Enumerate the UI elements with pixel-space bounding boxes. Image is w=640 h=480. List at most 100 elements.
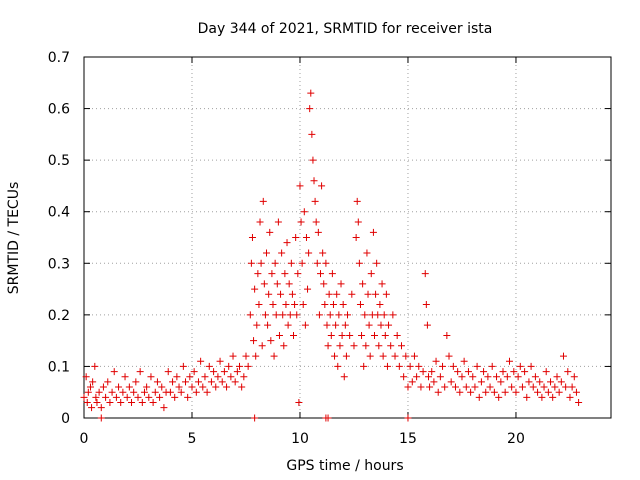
data-point — [140, 388, 148, 396]
data-point — [451, 383, 459, 391]
data-point — [544, 388, 552, 396]
data-point — [341, 321, 349, 329]
data-point — [356, 301, 364, 309]
data-point — [274, 218, 282, 226]
data-point — [280, 342, 288, 350]
data-point — [400, 373, 408, 381]
data-point — [134, 393, 142, 401]
data-point — [369, 228, 377, 236]
data-point — [296, 182, 304, 190]
data-point — [84, 388, 92, 396]
data-point — [387, 342, 395, 350]
data-point — [527, 362, 535, 370]
data-point — [136, 368, 144, 376]
data-point — [238, 383, 246, 391]
data-point — [184, 393, 192, 401]
data-point — [360, 362, 368, 370]
data-point — [542, 368, 550, 376]
data-point — [404, 383, 412, 391]
data-point — [521, 368, 529, 376]
data-point — [156, 393, 164, 401]
data-point — [251, 285, 259, 293]
data-point — [302, 234, 310, 241]
data-point — [570, 373, 578, 381]
data-point — [547, 378, 555, 386]
data-point — [449, 362, 457, 370]
data-point — [313, 259, 321, 267]
data-point — [223, 383, 231, 391]
data-point — [305, 249, 313, 257]
data-point — [350, 342, 358, 350]
data-point — [568, 383, 576, 391]
data-point — [188, 383, 196, 391]
data-point — [277, 290, 285, 298]
data-point — [381, 331, 389, 339]
data-point — [194, 378, 202, 386]
data-point — [475, 393, 483, 401]
data-point — [406, 362, 414, 370]
chart-title: Day 344 of 2021, SRMTID for receiver ist… — [198, 21, 493, 37]
data-point — [201, 373, 209, 381]
data-point — [218, 378, 226, 386]
data-point — [462, 383, 470, 391]
data-point — [297, 218, 305, 226]
data-point — [192, 388, 200, 396]
data-point — [575, 399, 583, 407]
data-point — [364, 290, 372, 298]
data-point — [160, 404, 168, 412]
data-point — [266, 228, 274, 236]
data-point — [376, 301, 384, 309]
data-point — [322, 259, 330, 267]
data-point — [320, 280, 328, 288]
data-point — [311, 197, 319, 205]
data-point — [355, 259, 363, 267]
data-point — [331, 352, 339, 360]
data-point — [88, 404, 96, 412]
data-point — [410, 352, 418, 360]
data-point — [375, 342, 383, 350]
data-point — [510, 368, 518, 376]
data-point — [480, 368, 488, 376]
data-point — [318, 182, 326, 190]
data-point — [130, 388, 138, 396]
data-point — [115, 383, 123, 391]
data-point — [342, 352, 350, 360]
data-point — [336, 342, 344, 350]
data-point — [367, 270, 375, 278]
data-point — [82, 373, 90, 381]
data-point — [534, 388, 542, 396]
data-point — [441, 383, 449, 391]
data-point — [210, 368, 218, 376]
data-point — [86, 383, 94, 391]
data-point — [361, 311, 369, 319]
data-point — [555, 388, 563, 396]
data-point — [395, 362, 403, 370]
data-point — [83, 399, 91, 407]
data-point — [207, 378, 215, 386]
data-point — [346, 331, 354, 339]
data-point — [417, 383, 425, 391]
data-point — [251, 414, 259, 422]
data-point — [493, 373, 501, 381]
data-point — [128, 399, 136, 407]
data-point — [456, 388, 464, 396]
data-point — [344, 311, 351, 319]
data-point — [298, 259, 306, 267]
data-point — [421, 270, 429, 278]
data-point — [518, 383, 526, 391]
x-axis-label: GPS time / hours — [286, 458, 403, 474]
data-point — [495, 393, 503, 401]
data-point — [393, 331, 401, 339]
data-point — [301, 321, 309, 329]
data-point — [231, 378, 239, 386]
data-point — [257, 259, 265, 267]
data-point — [279, 311, 287, 319]
data-point — [97, 414, 105, 422]
data-point — [292, 234, 300, 241]
x-tick-label: 20 — [507, 431, 525, 447]
data-point — [326, 311, 334, 319]
data-point — [225, 362, 233, 370]
data-point — [484, 373, 492, 381]
data-point — [216, 357, 224, 365]
